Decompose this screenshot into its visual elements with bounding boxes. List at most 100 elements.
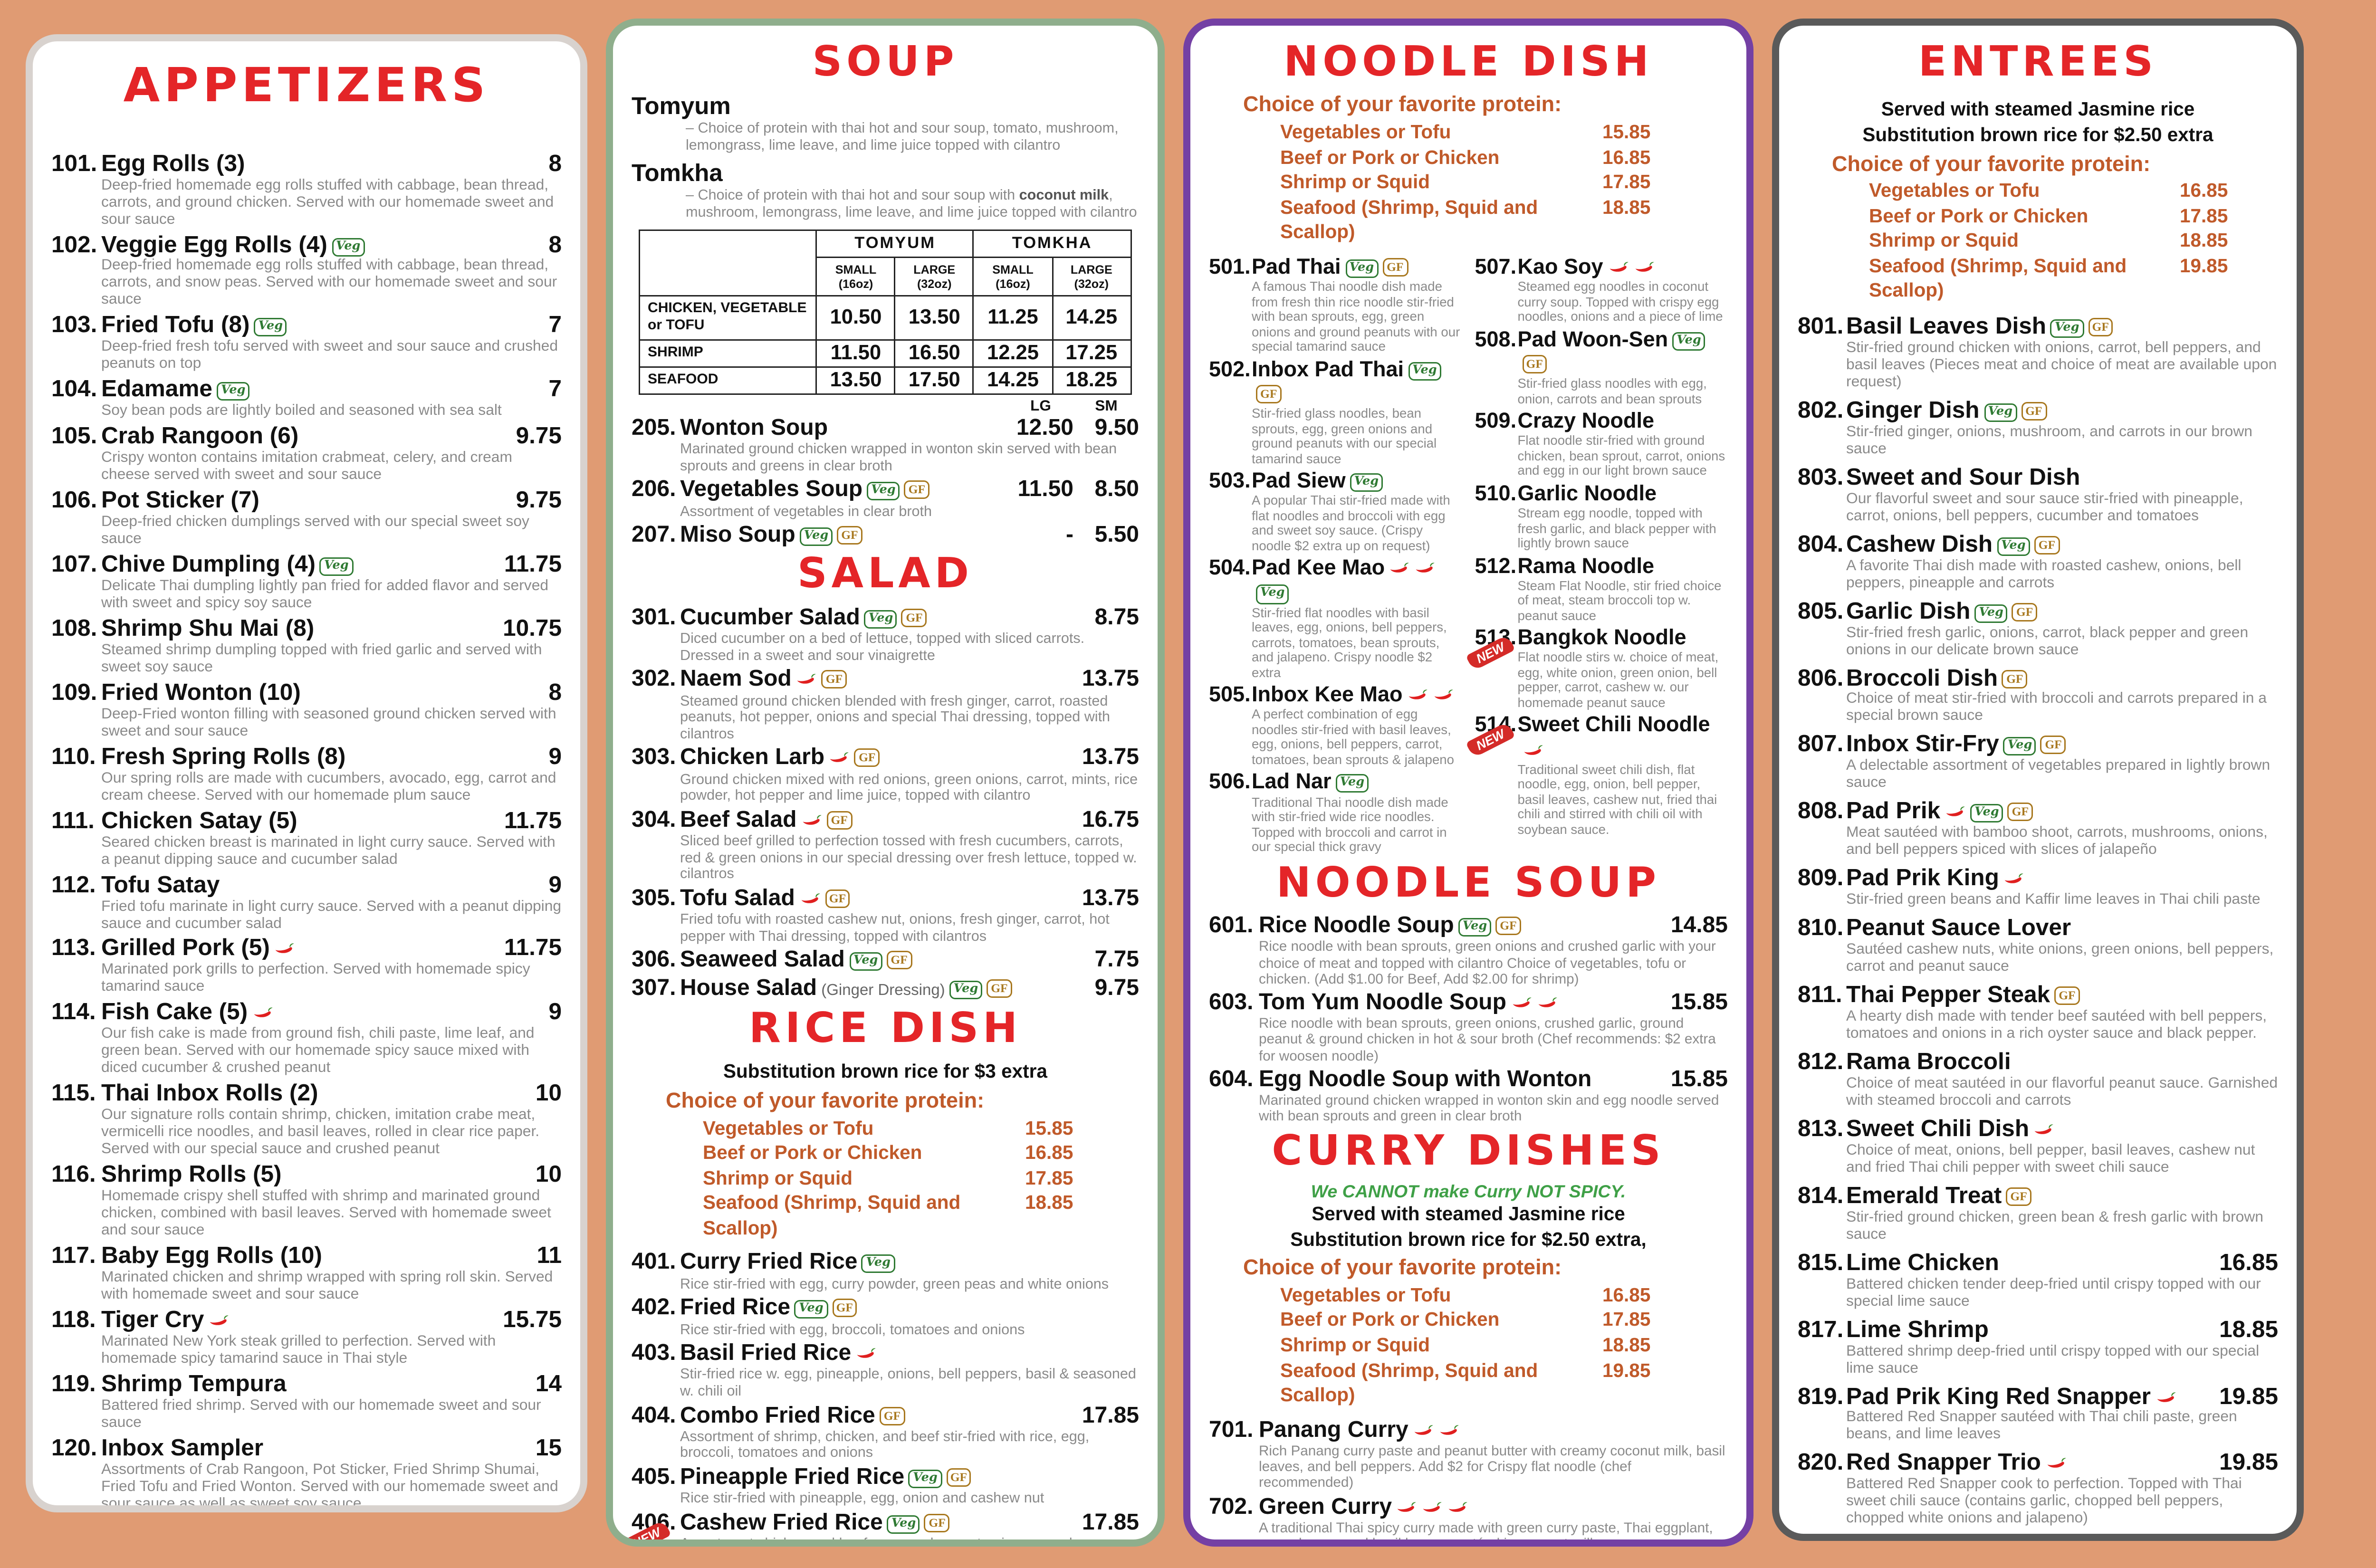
- item-main: Crab Rangoon (6) Crispy wonton contains i…: [101, 424, 562, 485]
- item-name: Tom Yum Noodle Soup: [1259, 990, 1506, 1015]
- item-main: Chicken Larb GF Ground chicken mixed with …: [680, 746, 1139, 805]
- item-main: Shrimp Tempura Battered fried shrimp. Ser…: [101, 1371, 562, 1432]
- item-name: Pad Thai: [1252, 255, 1341, 279]
- chili-icon: [797, 674, 816, 684]
- item-main: Inbox Stir-Fry Veg GF A delectable assortme…: [1846, 732, 2278, 793]
- gf-badge: GF: [2002, 669, 2028, 688]
- protein-name: Beef or Pork or Chicken: [703, 1142, 922, 1164]
- item-number: 115.: [51, 1080, 96, 1107]
- soup-table-price: 16.50: [894, 339, 975, 368]
- item-title-line: Thai Inbox Rolls (2): [101, 1081, 562, 1108]
- menu-item: 307. House Salad (Ginger Dressing) Veg GF 9.…: [632, 977, 1139, 1003]
- item-desc: A traditional Thai spicy curry made with…: [1259, 1520, 1713, 1547]
- item-main: Crazy Noodle Flat noodle stir-fried with …: [1518, 409, 1728, 478]
- item-title-line: Naem Sod GF: [680, 668, 1139, 694]
- protein-choices: Choice of your favorite protein: Vegetabl…: [1832, 152, 2278, 304]
- item-price-lg: 11.50: [1017, 478, 1073, 502]
- item-desc: A delectable assortment of vegetables pr…: [1846, 757, 2271, 792]
- veg-badge: Veg: [1350, 473, 1383, 492]
- item-main: Combo Fried Rice GF Assortment of shrimp, …: [680, 1404, 1139, 1463]
- protein-option: Beef or Pork or Chicken 16.85: [703, 1140, 1139, 1166]
- item-title-line: Bangkok Noodle: [1518, 626, 1728, 651]
- chili-icon: [1390, 563, 1409, 573]
- item-title-line: Ginger Dish Veg GF: [1846, 398, 2278, 425]
- item-main: Ginger Dish Veg GF Stir-fried ginger, onion…: [1846, 398, 2278, 459]
- item-desc: Deep-Fried wonton filling with seasoned …: [101, 705, 556, 740]
- soup-table-row: SHRIMP 11.50 16.50 12.25 17.25: [639, 339, 1131, 368]
- item-desc: Flat noodle stir-fried with ground chick…: [1517, 434, 1725, 478]
- item-title-line: Crazy Noodle: [1518, 409, 1728, 434]
- item-name: Shrimp Shu Mai (8): [101, 615, 315, 641]
- protein-price: 17.85: [1025, 1166, 1073, 1188]
- menu-item: 105. Crab Rangoon (6) Crispy wonton contai…: [51, 424, 562, 485]
- menu-item: 508. Pad Woon-Sen Veg GF Stir-fried glass no…: [1475, 327, 1728, 406]
- item-name: Vegetables Soup: [680, 478, 863, 502]
- item-price: 9.75: [516, 423, 562, 449]
- menu-item: 111. Chicken Satay (5) Seared chicken brea…: [51, 808, 562, 869]
- gf-badge: GF: [2041, 736, 2066, 755]
- noodle-two-columns: 501. Pad Thai Veg GF A famous Thai noodle di…: [1209, 255, 1728, 858]
- item-price: 14.85: [1670, 913, 1728, 938]
- protein-name: Shrimp or Squid: [1280, 171, 1430, 193]
- item-desc: Steamed shrimp dumpling topped with frie…: [101, 641, 542, 676]
- protein-price: 16.85: [1602, 146, 1651, 168]
- item-title-line: Basil Leaves Dish Veg GF: [1846, 314, 2278, 341]
- item-main: Inbox Sampler Assortments of Crab Rangoon…: [101, 1435, 562, 1505]
- veg-badge: Veg: [1994, 1540, 2027, 1541]
- item-number: 506.: [1209, 770, 1251, 794]
- item-number: 101.: [51, 150, 97, 176]
- item-number: 107.: [51, 552, 97, 578]
- item-title-line: Shrimp Tempura: [101, 1371, 562, 1398]
- item-price: 9.75: [516, 488, 562, 514]
- soup-style-name: Tomyum: [632, 93, 731, 121]
- item-number: 805.: [1798, 598, 1844, 624]
- menu-item: 403. Basil Fried Rice Stir-fried rice w. e…: [632, 1341, 1139, 1400]
- item-price: 10: [535, 1162, 562, 1188]
- curry-spicy-note: We CANNOT make Curry NOT SPICY.: [1311, 1182, 1626, 1202]
- item-main: Baby Egg Rolls (10) Marinated chicken and…: [101, 1243, 562, 1304]
- veg-badge: Veg: [320, 557, 353, 576]
- item-number: 404.: [632, 1403, 676, 1428]
- item-title-line: Egg Rolls (3): [101, 151, 562, 178]
- item-title-line: Cucumber Salad Veg GF: [680, 606, 1139, 632]
- item-main: Fresh Spring Rolls (8) Our spring rolls a…: [101, 744, 562, 805]
- item-price: 19.85: [2219, 1383, 2278, 1409]
- item-number: 502.: [1209, 357, 1251, 382]
- chili-icon: [1538, 997, 1557, 1007]
- item-price: 8: [548, 231, 562, 258]
- item-title-line: Fried Tofu (8) Veg: [101, 313, 562, 340]
- protein-option: Seafood (Shrimp, Squid and Scallop) 19.85: [1280, 1358, 1728, 1408]
- item-price: 8: [548, 679, 562, 706]
- item-main: Pad Kee Mao Veg Stir-fried flat noodles wi…: [1252, 556, 1462, 680]
- item-desc: Flat noodle stirs w. choice of meat, egg…: [1517, 650, 1719, 710]
- protein-option: Seafood (Shrimp, Squid and Scallop) 18.85: [703, 1191, 1139, 1241]
- soup-table-group-label: TOMYUM: [815, 229, 975, 258]
- item-desc: Sautéed cashew nuts, white onions, green…: [1846, 941, 2274, 975]
- item-main: Miso Soup Veg GF: [680, 523, 1139, 549]
- item-main: Beef Salad GF Sliced beef grilled to perfe…: [680, 808, 1139, 883]
- protein-name: Vegetables or Tofu: [1280, 1284, 1451, 1306]
- chili-icon: [2035, 1124, 2054, 1134]
- item-desc: Assortment chicken and beef, egg, cashew…: [680, 1537, 1114, 1547]
- item-name: Tofu Satay: [101, 871, 220, 898]
- item-desc: Marinated chicken and shrimp wrapped wit…: [101, 1268, 553, 1303]
- menu-item: 116. Shrimp Rolls (5) Homemade crispy shel…: [51, 1162, 562, 1240]
- gf-badge: GF: [1495, 916, 1521, 935]
- menu-item: 404. Combo Fried Rice GF Assortment of shri…: [632, 1404, 1139, 1463]
- soup-table-price: 18.25: [1051, 366, 1131, 395]
- menu-item: NEW 406. Cashew Fried Rice Veg GF Assortment …: [622, 1511, 1139, 1547]
- item-desc: Stir-fried green beans and Kaffir lime l…: [1846, 891, 2261, 908]
- menu-item: 302. Naem Sod GF Steamed ground chicken ble…: [632, 668, 1139, 743]
- item-price: 10: [535, 1080, 562, 1107]
- item-number: 111.: [51, 808, 95, 834]
- item-main: Pot Sticker (7) Deep-fried chicken dumpli…: [101, 488, 562, 549]
- veg-badge: Veg: [799, 527, 833, 546]
- menu-item: 303. Chicken Larb GF Ground chicken mixed w…: [632, 746, 1139, 805]
- chili-icon: [2156, 1391, 2175, 1402]
- item-name: Fried Wonton (10): [101, 679, 301, 706]
- item-title-line: Miso Soup Veg GF: [680, 523, 1139, 549]
- soup-style-desc: – Choice of protein with thai hot and so…: [686, 122, 1139, 156]
- item-desc: Deep-fried homemade egg rolls stuffed wi…: [101, 176, 554, 228]
- item-price: 11: [537, 1243, 562, 1269]
